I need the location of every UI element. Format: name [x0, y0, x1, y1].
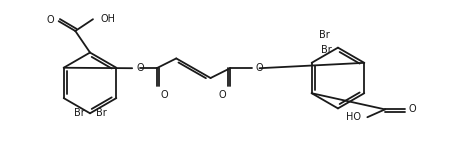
Text: O: O — [256, 63, 263, 73]
Text: O: O — [46, 15, 54, 25]
Text: O: O — [136, 63, 144, 73]
Text: Br: Br — [73, 108, 84, 118]
Text: OH: OH — [101, 14, 116, 24]
Text: O: O — [218, 90, 226, 100]
Text: Br: Br — [96, 108, 107, 118]
Text: Br: Br — [321, 45, 332, 55]
Text: O: O — [160, 90, 168, 100]
Text: HO: HO — [347, 112, 361, 122]
Text: Br: Br — [319, 30, 330, 40]
Text: O: O — [408, 104, 416, 114]
